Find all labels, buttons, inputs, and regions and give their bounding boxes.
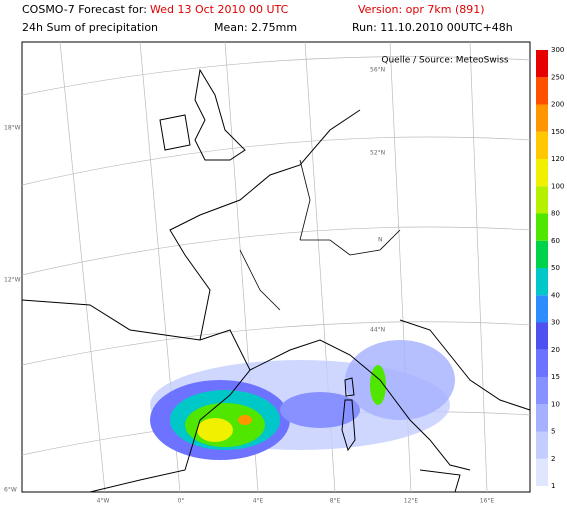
colorbar-segment — [536, 240, 548, 268]
lon-label: 4°W — [97, 498, 110, 505]
lon-label: 8°E — [330, 498, 341, 505]
colorbar-label: 100 — [551, 182, 564, 190]
source-label: Quelle / Source: MeteoSwiss — [381, 56, 509, 66]
colorbar-segment — [536, 295, 548, 323]
colorbar-label: 60 — [551, 237, 560, 245]
colorbar-label: 150 — [551, 128, 564, 136]
colorbar-segment — [536, 104, 548, 132]
version: Version: opr 7km (891) — [358, 3, 485, 16]
lon-label: 12°E — [404, 498, 419, 505]
lat-label: 56°N — [370, 67, 385, 74]
colorbar-segment — [536, 213, 548, 241]
forecast-date: Wed 13 Oct 2010 00 UTC — [150, 3, 289, 16]
lat-label: 52°N — [370, 150, 385, 157]
lon-label: 0° — [178, 498, 185, 505]
colorbar-label: 1 — [551, 482, 555, 490]
colorbar-label: 5 — [551, 428, 555, 436]
colorbar-segment — [536, 458, 548, 486]
field-name: 24h Sum of precipitation — [22, 21, 158, 34]
lat-label: 44°N — [370, 327, 385, 334]
colorbar-label: 10 — [551, 400, 560, 408]
colorbar-segment — [536, 159, 548, 187]
lon-label: 16°E — [480, 498, 495, 505]
colorbar-label: 2 — [551, 455, 555, 463]
colorbar-segment — [536, 349, 548, 377]
mean-value: Mean: 2.75mm — [214, 21, 297, 34]
precipitation — [150, 340, 455, 460]
run-info: Run: 11.10.2010 00UTC+48h — [352, 21, 513, 34]
colorbar-segment — [536, 186, 548, 214]
colorbar-label: 30 — [551, 319, 560, 327]
colorbar-segment — [536, 322, 548, 350]
colorbar-segment — [536, 377, 548, 405]
colorbar-label: 40 — [551, 291, 560, 299]
colorbar-label: 15 — [551, 373, 560, 381]
colorbar-segment — [536, 431, 548, 459]
colorbar-segment — [536, 50, 548, 78]
colorbar-segment — [536, 404, 548, 432]
colorbar-label: 80 — [551, 210, 560, 218]
lat-label: N — [378, 237, 383, 244]
product-title: COSMO-7 Forecast for: — [22, 3, 147, 16]
colorbar-label: 20 — [551, 346, 560, 354]
coastlines — [21, 68, 531, 493]
colorbar-label: 300 — [551, 46, 564, 54]
colorbar-segment — [536, 131, 548, 159]
lon-label: 18°W — [4, 125, 21, 132]
lon-label: 6°W — [4, 487, 17, 494]
colorbar-segment — [536, 77, 548, 105]
colorbar-label: 50 — [551, 264, 560, 272]
map: Quelle / Source: MeteoSwiss — [21, 41, 531, 493]
colorbar-label: 120 — [551, 155, 564, 163]
lon-label: 12°W — [4, 277, 21, 284]
colorbar-label: 250 — [551, 73, 564, 81]
lon-label: 4°E — [253, 498, 264, 505]
colorbar-label: 200 — [551, 101, 564, 109]
colorbar-segment — [536, 268, 548, 296]
